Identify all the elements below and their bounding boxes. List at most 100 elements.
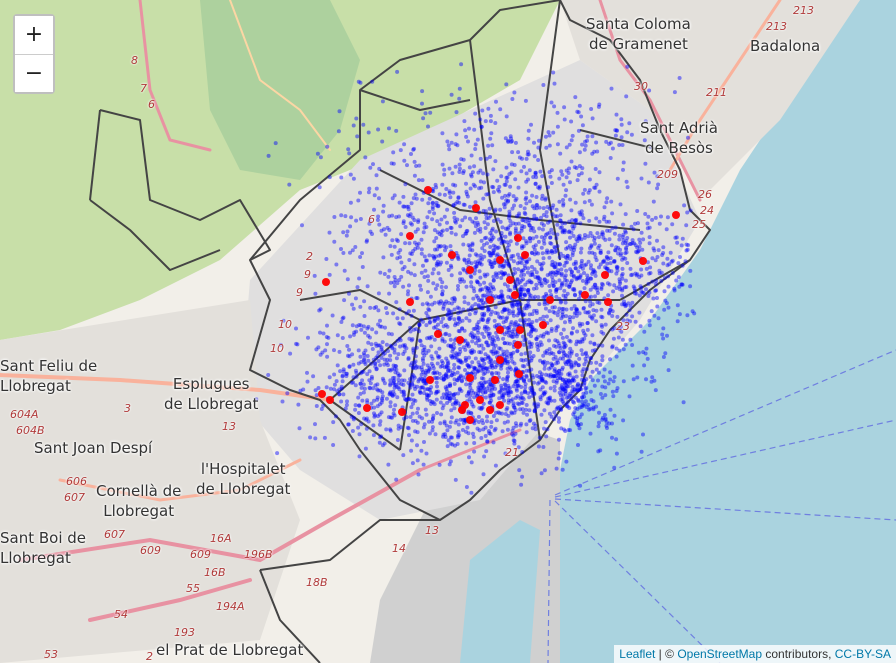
incident-point — [491, 274, 496, 279]
incident-point — [563, 300, 568, 305]
incident-point — [430, 399, 435, 404]
license-link[interactable]: CC-BY-SA — [834, 647, 891, 661]
incident-point — [650, 256, 655, 261]
incident-point — [495, 311, 500, 316]
osm-link[interactable]: OpenStreetMap — [677, 647, 763, 661]
incident-point — [544, 214, 549, 219]
incident-point — [453, 297, 457, 302]
incident-point — [479, 368, 484, 373]
incident-point — [482, 380, 487, 385]
incident-point — [545, 248, 550, 253]
incident-point — [670, 222, 675, 227]
incident-point — [478, 253, 483, 258]
incident-point — [575, 416, 580, 421]
incident-point — [361, 122, 366, 127]
incident-point — [492, 338, 497, 343]
incident-point — [437, 222, 442, 227]
incident-point — [557, 416, 561, 421]
incident-point — [577, 387, 582, 392]
incident-point — [621, 222, 626, 227]
incident-point — [266, 153, 271, 158]
incident-point — [579, 246, 584, 251]
highlight-point — [511, 291, 519, 299]
zoom-in-button[interactable]: + — [15, 16, 53, 54]
incident-point — [499, 270, 504, 275]
incident-point — [608, 370, 613, 375]
incident-point — [361, 390, 366, 395]
incident-point — [561, 254, 566, 258]
incident-point — [486, 307, 491, 311]
incident-point — [367, 335, 372, 340]
highlight-point — [486, 296, 494, 304]
incident-point — [480, 312, 485, 316]
incident-point — [563, 221, 568, 226]
incident-point — [497, 322, 501, 327]
incident-point — [339, 386, 344, 391]
incident-point — [548, 395, 553, 400]
incident-point — [364, 239, 369, 244]
incident-point — [457, 365, 462, 370]
incident-point — [552, 374, 557, 379]
incident-point — [390, 238, 395, 243]
incident-point — [460, 326, 465, 331]
incident-point — [506, 370, 510, 375]
incident-point — [486, 307, 491, 312]
incident-point — [526, 290, 531, 295]
incident-point — [568, 180, 572, 185]
incident-point — [467, 355, 471, 360]
incident-point — [488, 245, 493, 249]
incident-point — [397, 214, 401, 219]
incident-point — [322, 435, 327, 440]
incident-point — [614, 266, 619, 270]
incident-point — [411, 196, 416, 201]
incident-point — [524, 179, 529, 184]
incident-point — [491, 278, 496, 283]
incident-point — [438, 262, 442, 267]
incident-point — [489, 233, 494, 238]
incident-point — [429, 361, 434, 366]
incident-point — [362, 416, 367, 421]
incident-point — [617, 287, 622, 292]
incident-point — [351, 415, 356, 420]
incident-point — [481, 365, 486, 370]
incident-point — [589, 360, 593, 365]
incident-point — [515, 278, 520, 282]
incident-point — [571, 273, 576, 278]
incident-point — [526, 332, 531, 337]
incident-point — [597, 410, 601, 415]
zoom-out-button[interactable]: − — [15, 54, 53, 92]
incident-point — [451, 347, 456, 351]
incident-point — [472, 441, 477, 445]
incident-point — [563, 353, 568, 357]
incident-point — [554, 294, 559, 299]
incident-point — [515, 348, 520, 353]
incident-point — [625, 243, 630, 247]
incident-point — [431, 400, 436, 405]
incident-point — [547, 206, 552, 211]
incident-point — [629, 273, 634, 278]
incident-point — [574, 374, 579, 379]
zoom-control: + − — [13, 14, 55, 94]
incident-point — [568, 391, 573, 396]
incident-point — [638, 284, 643, 289]
incident-point — [592, 383, 597, 388]
leaflet-link[interactable]: Leaflet — [619, 647, 656, 661]
incident-point — [555, 405, 560, 410]
incident-point — [443, 435, 448, 439]
incident-point — [395, 316, 400, 321]
incident-point — [598, 250, 603, 255]
incident-point — [550, 281, 555, 286]
incident-point — [352, 330, 357, 335]
incident-point — [327, 272, 332, 277]
incident-point — [490, 251, 494, 256]
road-number-label: 6 — [148, 98, 155, 111]
attribution-contributors: contributors, — [765, 647, 832, 661]
incident-point — [589, 276, 594, 281]
incident-point — [493, 305, 498, 310]
attribution: Leaflet | © OpenStreetMap contributors, … — [614, 645, 896, 663]
incident-point — [668, 250, 673, 255]
incident-point — [605, 196, 610, 201]
incident-point — [436, 322, 440, 327]
incident-point — [676, 275, 681, 280]
